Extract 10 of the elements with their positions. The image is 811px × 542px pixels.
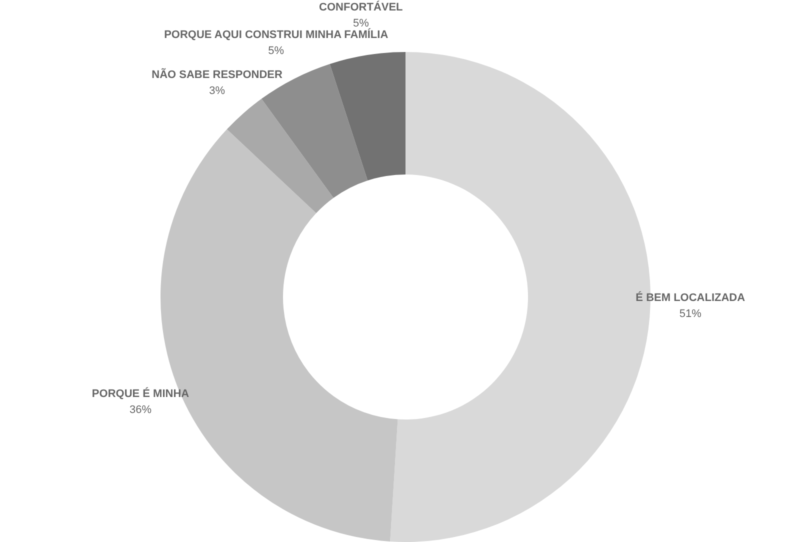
data-label: 3%	[209, 85, 226, 98]
data-label: 5%	[268, 45, 284, 58]
slice-label: CONFORTÁVEL	[319, 0, 404, 14]
data-label: 51%	[679, 308, 702, 320]
slice-label: PORQUE AQUI CONSTRUI MINHA FAMÍLIA	[164, 28, 388, 42]
slice-label: É BEM LOCALIZADA	[636, 290, 746, 304]
slice-label: NÃO SABE RESPONDER	[152, 68, 282, 82]
slice-label: PORQUE É MINHA	[92, 386, 190, 400]
data-label: 36%	[130, 404, 152, 416]
data-label: 5%	[352, 18, 370, 30]
